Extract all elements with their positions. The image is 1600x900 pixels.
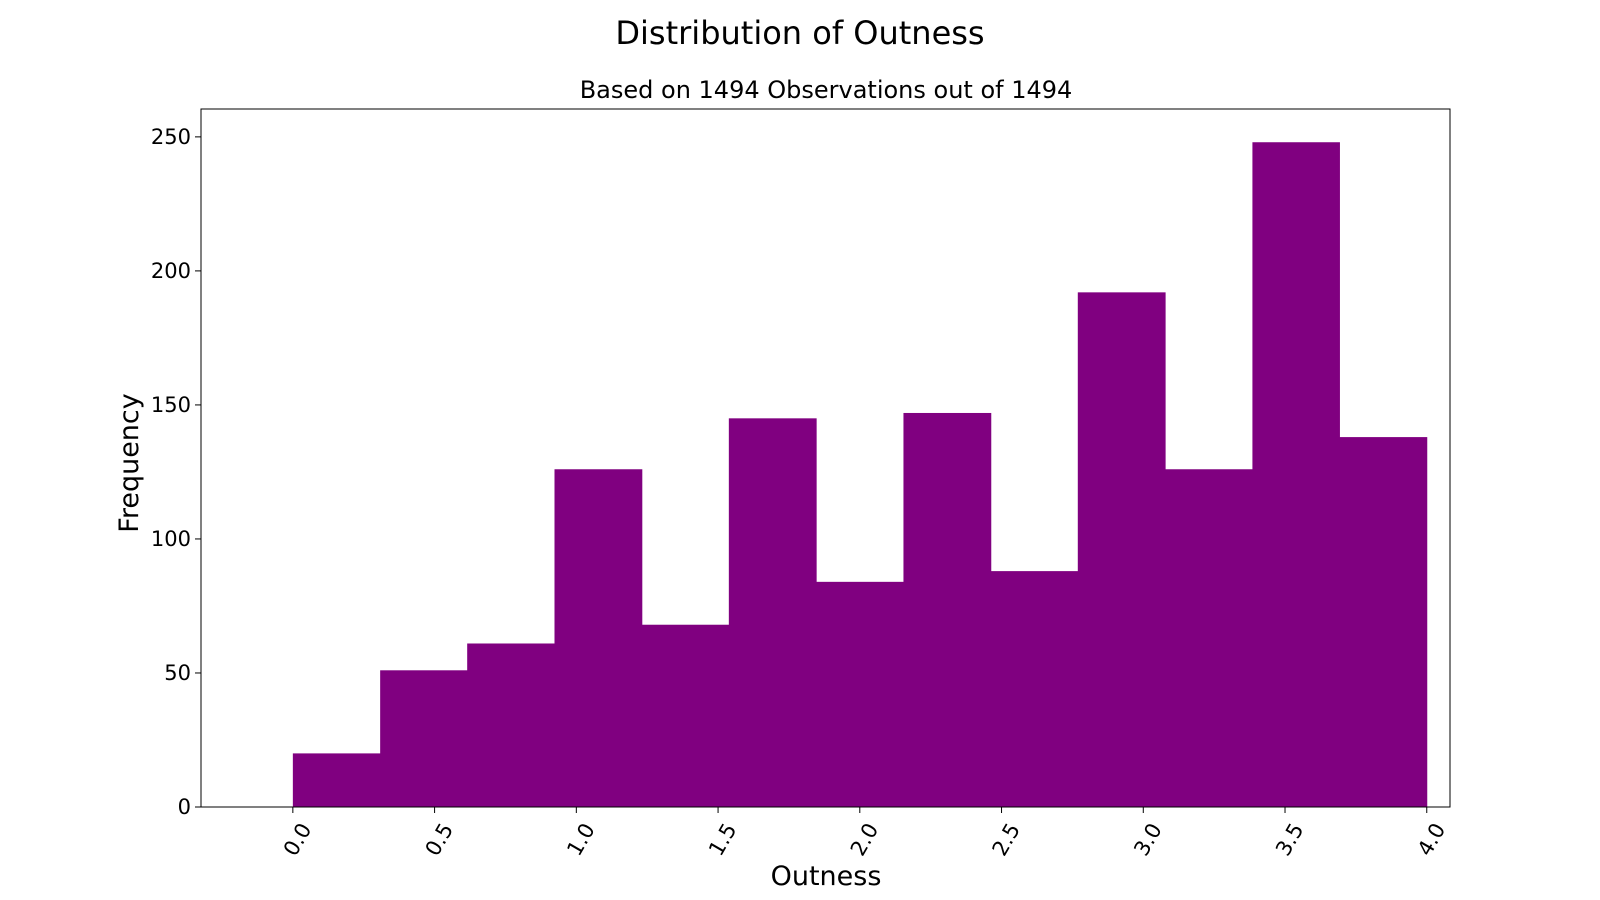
y-axis-label: Frequency [114,393,145,533]
x-tick-label: 2.0 [846,819,883,860]
histogram-bar [728,418,817,807]
x-axis-label: Outness [771,861,882,892]
histogram-bar [1339,437,1428,807]
y-tick-label: 0 [178,795,191,819]
y-tick-label: 200 [151,259,191,283]
x-tick-label: 1.0 [562,819,599,860]
histogram-bar [1252,142,1340,807]
bars-group [292,142,1428,808]
x-tick-label: 3.5 [1271,819,1308,860]
chart-subtitle: Based on 1494 Observations out of 1494 [580,76,1073,104]
y-tick-label: 100 [151,527,191,551]
histogram-bar [641,624,730,807]
histogram-bar [292,753,381,807]
x-tick-label: 0.5 [421,819,458,860]
x-tick-label: 2.5 [988,819,1025,860]
histogram-bar [903,412,992,807]
x-tick-label: 0.0 [279,819,316,860]
y-tick-label: 50 [164,661,191,685]
x-tick-label: 4.0 [1413,819,1450,860]
plot-frame [200,108,1451,808]
histogram-bar [816,581,904,807]
histogram-bar [467,643,555,807]
histogram-bar [1165,469,1253,807]
histogram-bar [1077,292,1166,808]
x-axis: 0.0 0.5 1.0 1.5 2.0 2.5 3.0 3.5 4.0 [279,807,1450,860]
histogram-bar [380,670,468,807]
histogram-bar [990,571,1079,807]
y-tick-label: 250 [151,125,191,149]
x-tick-label: 3.0 [1129,819,1166,860]
histogram-bar [554,469,643,807]
y-tick-label: 150 [151,393,191,417]
chart-title: Distribution of Outness [615,14,984,52]
x-tick-label: 1.5 [704,819,741,860]
y-axis: 0 50 100 150 200 250 [151,125,201,819]
